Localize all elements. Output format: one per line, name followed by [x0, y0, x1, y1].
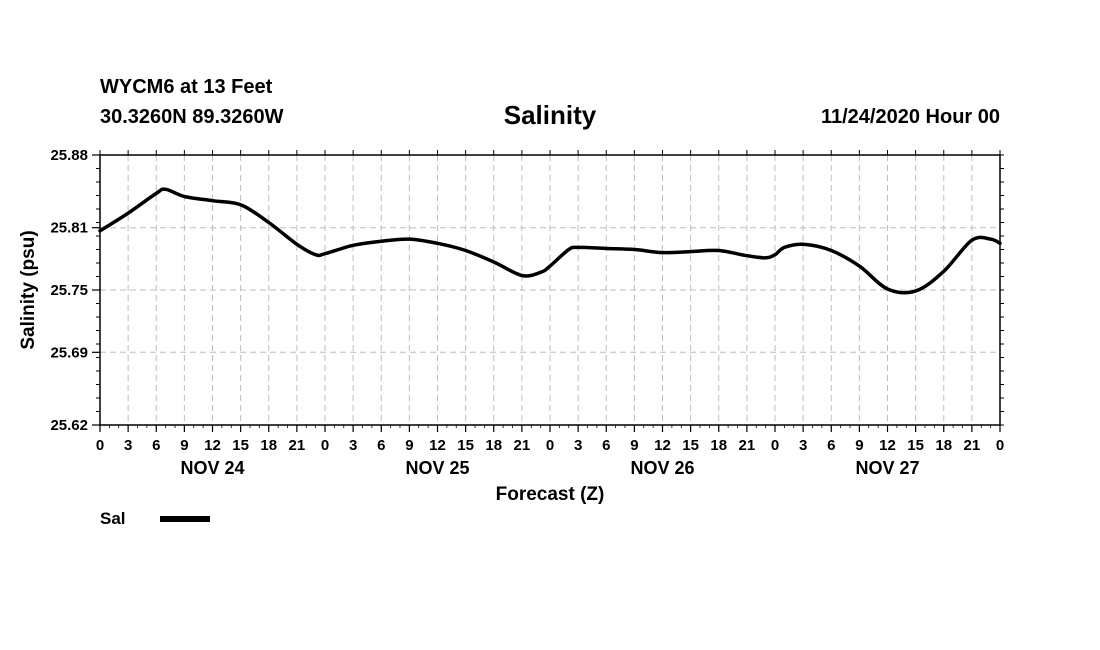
day-labels: NOV 24 NOV 25 NOV 26 NOV 27: [180, 458, 919, 478]
x-tick-label: 9: [405, 437, 413, 454]
x-tick-label: 0: [996, 437, 1004, 454]
coordinates-label: 30.3260N 89.3260W: [100, 106, 284, 128]
x-tick-labels: 0 3 6 9 12 15 18 21 0 3 6 9 12 15 18 21 0 3 6 9 12 15 18 21 0 3 6 9…: [96, 437, 1004, 454]
x-tick-label: 18: [485, 437, 502, 454]
x-tick-label: 3: [574, 437, 582, 454]
x-tick-label: 12: [654, 437, 671, 454]
y-tick-label: 25.81: [50, 220, 88, 237]
day-label: NOV 26: [630, 458, 694, 478]
x-tick-label: 21: [739, 437, 756, 454]
x-tick-label: 15: [907, 437, 924, 454]
day-label: NOV 24: [180, 458, 244, 478]
x-tick-label: 0: [321, 437, 329, 454]
y-tick-label: 25.69: [50, 344, 88, 361]
x-tick-label: 6: [827, 437, 835, 454]
y-tick-labels: 25.62 25.69 25.75 25.81 25.88: [50, 147, 88, 434]
axis-ticks: [92, 150, 1004, 432]
x-tick-label: 15: [682, 437, 699, 454]
x-tick-label: 0: [546, 437, 554, 454]
x-tick-label: 6: [602, 437, 610, 454]
x-tick-label: 18: [710, 437, 727, 454]
y-tick-label: 25.62: [50, 417, 88, 434]
forecast-timestamp: 11/24/2020 Hour 00: [820, 106, 1000, 128]
x-tick-label: 18: [935, 437, 952, 454]
x-tick-label: 3: [124, 437, 132, 454]
x-tick-label: 9: [630, 437, 638, 454]
x-tick-label: 9: [855, 437, 863, 454]
y-tick-label: 25.75: [50, 282, 88, 299]
day-label: NOV 25: [405, 458, 469, 478]
legend-label: Sal: [100, 509, 126, 528]
chart-title: Salinity: [503, 100, 597, 130]
x-tick-label: 0: [96, 437, 104, 454]
station-label: WYCM6 at 13 Feet: [100, 76, 273, 98]
legend-line-swatch: [160, 516, 210, 522]
x-tick-label: 12: [879, 437, 896, 454]
salinity-line: [98, 187, 1002, 295]
y-tick-label: 25.88: [50, 147, 88, 164]
day-label: NOV 27: [855, 458, 919, 478]
x-tick-label: 6: [377, 437, 385, 454]
x-axis-label: Forecast (Z): [496, 484, 605, 505]
x-tick-label: 18: [260, 437, 277, 454]
x-tick-label: 12: [429, 437, 446, 454]
x-tick-label: 21: [289, 437, 306, 454]
x-tick-label: 3: [349, 437, 357, 454]
x-tick-label: 0: [771, 437, 779, 454]
x-tick-label: 6: [152, 437, 160, 454]
x-tick-label: 12: [204, 437, 221, 454]
x-tick-label: 15: [457, 437, 474, 454]
x-tick-label: 15: [232, 437, 249, 454]
x-tick-label: 21: [964, 437, 981, 454]
x-tick-label: 9: [180, 437, 188, 454]
grid-lines: [100, 155, 1000, 425]
x-tick-label: 21: [514, 437, 531, 454]
y-axis-label: Salinity (psu): [18, 230, 39, 349]
legend: Sal: [100, 509, 210, 529]
x-tick-label: 3: [799, 437, 807, 454]
